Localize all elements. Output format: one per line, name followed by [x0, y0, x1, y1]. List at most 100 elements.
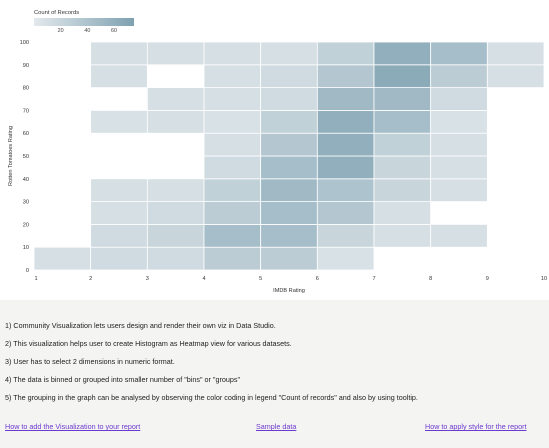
- heatmap-cell[interactable]: [373, 155, 432, 180]
- heatmap-cell[interactable]: [90, 64, 148, 89]
- x-tick-label: 5: [259, 276, 262, 282]
- y-tick-label: 60: [23, 131, 29, 137]
- y-tick-label: 90: [23, 63, 29, 69]
- y-axis-label: Rotten Tomatoes Rating: [8, 126, 14, 186]
- heatmap-cell[interactable]: [373, 64, 432, 89]
- heatmap-cell[interactable]: [373, 41, 432, 66]
- heatmap-cell[interactable]: [203, 201, 262, 225]
- heatmap-cell[interactable]: [430, 87, 488, 111]
- heatmap-cell[interactable]: [260, 201, 318, 225]
- heatmap-cell[interactable]: [430, 155, 488, 180]
- heatmap-cell[interactable]: [260, 155, 318, 180]
- y-tick-label: 0: [26, 268, 29, 274]
- x-tick-label: 8: [429, 276, 432, 282]
- heatmap-cell[interactable]: [373, 201, 432, 225]
- heatmap-cell[interactable]: [146, 41, 205, 66]
- heatmap-cell[interactable]: [316, 201, 375, 225]
- note-item: 5) The grouping in the graph can be anal…: [5, 392, 418, 402]
- heatmap-cell[interactable]: [260, 64, 318, 89]
- heatmap-cell[interactable]: [90, 41, 148, 66]
- heatmap-cell[interactable]: [260, 223, 318, 248]
- heatmap-cell[interactable]: [486, 41, 545, 66]
- legend-tick-label: 40: [84, 28, 90, 34]
- footer-links: How to add the Visualization to your rep…: [0, 422, 549, 434]
- heatmap-cell[interactable]: [90, 201, 148, 225]
- heatmap-cell[interactable]: [430, 223, 488, 248]
- heatmap-cell[interactable]: [90, 178, 148, 203]
- heatmap-cell[interactable]: [316, 132, 375, 157]
- heatmap-cell[interactable]: [316, 155, 375, 180]
- heatmap-cell[interactable]: [373, 223, 432, 248]
- heatmap-chart[interactable]: Count of Records 20 40 60 1 2 3 4 5 6 7 8 9 10 0 10 2…: [0, 0, 549, 300]
- heatmap-cell[interactable]: [430, 41, 488, 66]
- heatmap-cell[interactable]: [90, 223, 148, 248]
- sample-data-link[interactable]: Sample data: [256, 422, 297, 431]
- x-tick-label: 3: [146, 276, 149, 282]
- heatmap-cell[interactable]: [146, 246, 205, 271]
- heatmap-cell[interactable]: [316, 246, 375, 271]
- chart-panel: Count of Records 20 40 60 1 2 3 4 5 6 7 8 9 10 0 10 2…: [0, 0, 549, 300]
- heatmap-cell[interactable]: [486, 64, 545, 89]
- heatmap-cell[interactable]: [316, 110, 375, 134]
- y-tick-label: 40: [23, 177, 29, 183]
- heatmap-cell[interactable]: [260, 246, 318, 271]
- heatmap-cell[interactable]: [260, 41, 318, 66]
- heatmap-cell[interactable]: [316, 178, 375, 203]
- legend-title: Count of Records: [34, 10, 79, 16]
- heatmap-cell[interactable]: [373, 110, 432, 134]
- heatmap-cell[interactable]: [203, 64, 262, 89]
- heatmap-cell[interactable]: [430, 64, 488, 89]
- notes-list: 1) Community Visualization lets users de…: [5, 322, 545, 412]
- heatmap-cell[interactable]: [203, 223, 262, 248]
- heatmap-cell[interactable]: [260, 132, 318, 157]
- apply-style-link[interactable]: How to apply style for the report: [425, 422, 527, 431]
- y-tick-label: 20: [23, 222, 29, 228]
- heatmap-cell[interactable]: [316, 87, 375, 111]
- heatmap-cell[interactable]: [260, 87, 318, 111]
- heatmap-cell[interactable]: [430, 132, 488, 157]
- legend-tick-label: 60: [111, 28, 117, 34]
- heatmap-cell[interactable]: [203, 87, 262, 111]
- heatmap-cell[interactable]: [146, 87, 205, 111]
- note-item: 1) Community Visualization lets users de…: [5, 321, 276, 330]
- note-item: 4) The data is binned or grouped into sm…: [5, 374, 241, 384]
- heatmap-cell[interactable]: [260, 178, 318, 203]
- x-tick-label: 2: [89, 276, 92, 282]
- heatmap-cell[interactable]: [146, 223, 205, 248]
- heatmap-cell[interactable]: [373, 87, 432, 111]
- x-axis-label: IMDB Rating: [273, 288, 305, 294]
- y-tick-label: 80: [23, 86, 29, 92]
- heatmap-cell[interactable]: [316, 223, 375, 248]
- x-tick-label: 7: [372, 276, 375, 282]
- y-tick-label: 70: [23, 108, 29, 114]
- heatmap-cell[interactable]: [146, 201, 205, 225]
- heatmap-cell[interactable]: [203, 41, 262, 66]
- heatmap-cell[interactable]: [203, 155, 262, 180]
- heatmap-cell[interactable]: [90, 110, 148, 134]
- y-tick-label: 100: [20, 40, 29, 46]
- heatmap-cell[interactable]: [316, 64, 375, 89]
- heatmap-cell[interactable]: [373, 132, 432, 157]
- heatmap-cell[interactable]: [316, 41, 375, 66]
- heatmap-cell[interactable]: [203, 178, 262, 203]
- legend-color-bar: [34, 18, 134, 26]
- note-item: 3) User has to select 2 dimensions in nu…: [5, 356, 175, 366]
- heatmap-cell[interactable]: [203, 110, 262, 134]
- note-item: 2) This visualization helps user to crea…: [5, 338, 292, 348]
- heatmap-cell[interactable]: [373, 178, 432, 203]
- heatmap-cell[interactable]: [203, 132, 262, 157]
- heatmap-cell[interactable]: [260, 110, 318, 134]
- heatmap-cell[interactable]: [146, 178, 205, 203]
- heatmap-cell[interactable]: [430, 110, 488, 134]
- heatmap-cell[interactable]: [146, 110, 205, 134]
- heatmap-cell[interactable]: [90, 246, 148, 271]
- x-tick-label: 4: [202, 276, 205, 282]
- heatmap-cell[interactable]: [33, 246, 92, 271]
- heatmap-cell[interactable]: [430, 178, 488, 203]
- x-tick-label: 6: [316, 276, 319, 282]
- legend-tick-label: 20: [58, 28, 64, 34]
- x-tick-label: 10: [541, 276, 547, 282]
- add-visualization-link[interactable]: How to add the Visualization to your rep…: [5, 422, 141, 431]
- y-tick-label: 50: [23, 154, 29, 160]
- heatmap-cell[interactable]: [203, 246, 262, 271]
